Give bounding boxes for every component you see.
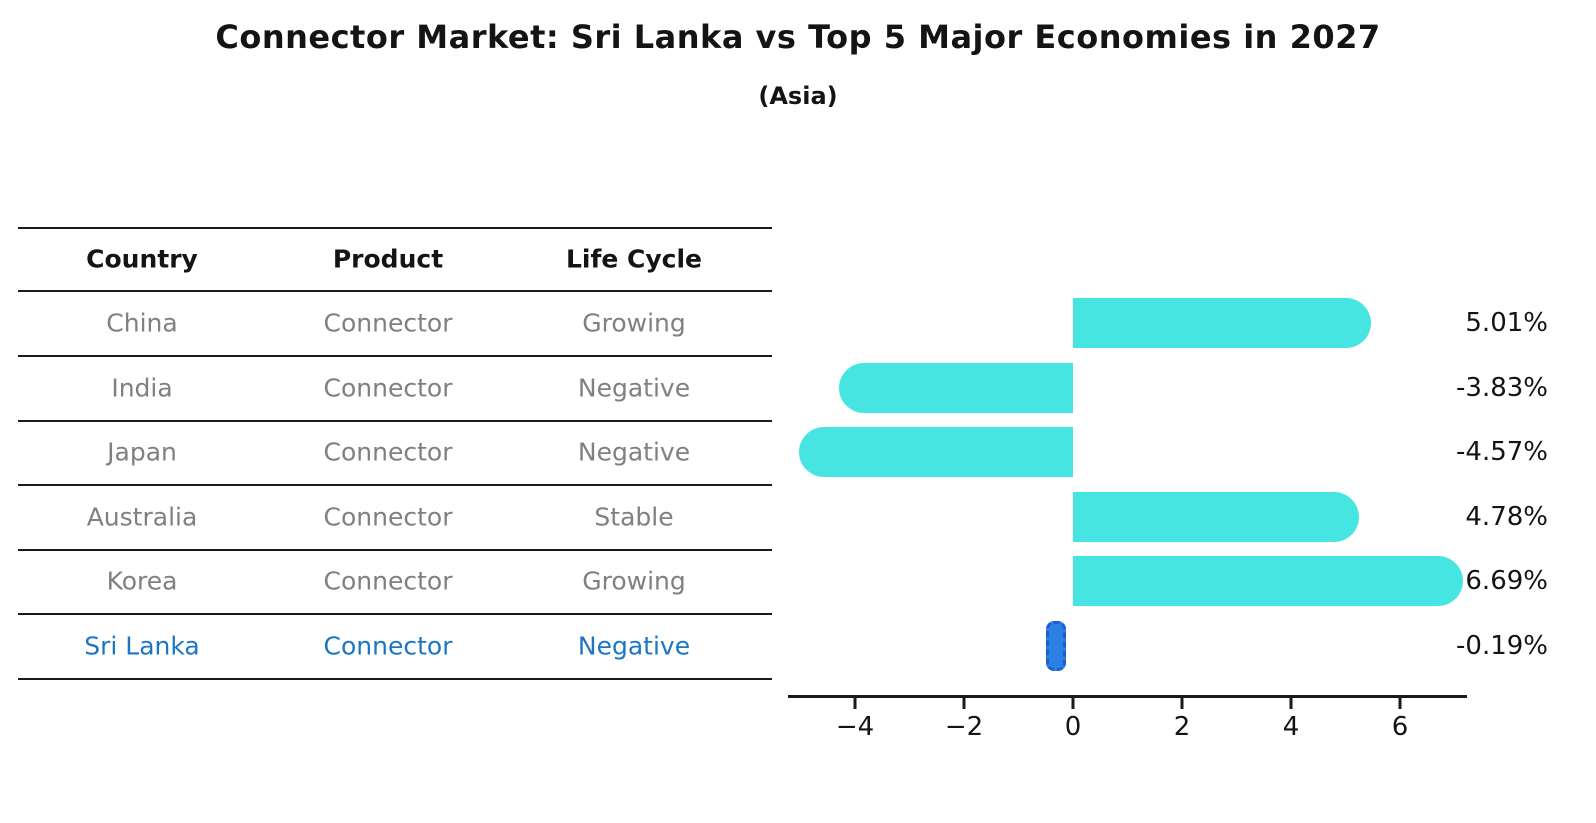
- x-axis-tick-label-2: 2: [1173, 712, 1191, 742]
- table-cell-australia-life-cycle: Stable: [594, 502, 674, 531]
- column-header-life-cycle: Life Cycle: [565, 244, 703, 273]
- x-axis-tick-label--4: −4: [835, 712, 875, 742]
- table-cell-australia-product: Connector: [323, 502, 453, 531]
- table-cell-australia-country: Australia: [86, 502, 198, 531]
- x-axis-tick-label-6: 6: [1391, 712, 1409, 742]
- x-axis-tick-6: [1398, 698, 1402, 709]
- column-header-product: Product: [332, 244, 444, 273]
- value-label-china: 5.01%: [1465, 307, 1548, 338]
- bar-india: [839, 362, 1073, 413]
- bar-china: [1073, 297, 1372, 348]
- column-header-country: Country: [86, 244, 198, 273]
- x-axis-tick-2: [1180, 698, 1184, 709]
- x-axis-tick-4: [1289, 698, 1293, 709]
- table-cell-korea-country: Korea: [106, 566, 178, 596]
- chart-subtitle: (Asia): [758, 82, 838, 110]
- bar-japan: [798, 427, 1073, 477]
- table-cell-korea-life-cycle: Growing: [582, 566, 686, 596]
- x-axis-line: [788, 695, 1467, 698]
- table-cell-sri-lanka-life-cycle: Negative: [577, 631, 691, 660]
- table-cell-india-country: India: [111, 373, 173, 402]
- value-label-australia: 4.78%: [1465, 501, 1548, 532]
- table-row-divider: [18, 355, 772, 357]
- bar-australia: [1073, 491, 1359, 542]
- table-row-divider: [18, 290, 772, 292]
- chart-title: Connector Market: Sri Lanka vs Top 5 Maj…: [215, 18, 1381, 56]
- value-label-japan: -4.57%: [1456, 437, 1548, 467]
- x-axis-tick-0: [1071, 698, 1075, 709]
- table-cell-sri-lanka-country: Sri Lanka: [84, 631, 200, 660]
- table-row-divider: [18, 549, 772, 551]
- x-axis-tick-label--2: −2: [944, 712, 984, 742]
- table-cell-india-product: Connector: [323, 373, 453, 402]
- table-cell-japan-life-cycle: Negative: [577, 437, 691, 467]
- table-top-border: [18, 227, 772, 229]
- table-cell-sri-lanka-product: Connector: [323, 631, 453, 660]
- table-row-divider: [18, 613, 772, 615]
- table-cell-china-country: China: [106, 308, 178, 337]
- x-axis-tick-label-0: 0: [1064, 712, 1082, 742]
- table-cell-china-product: Connector: [323, 308, 453, 337]
- table-cell-japan-product: Connector: [323, 437, 453, 467]
- bar-sri-lanka: [1045, 620, 1066, 671]
- table-cell-india-life-cycle: Negative: [577, 373, 691, 402]
- x-axis-tick--2: [962, 698, 966, 709]
- bar-korea: [1073, 556, 1463, 606]
- table-cell-china-life-cycle: Growing: [582, 308, 686, 337]
- table-cell-japan-country: Japan: [107, 437, 177, 467]
- table-row-divider: [18, 420, 772, 422]
- table-cell-korea-product: Connector: [323, 566, 453, 596]
- value-label-sri-lanka: -0.19%: [1456, 630, 1548, 661]
- table-row-divider: [18, 484, 772, 486]
- value-label-india: -3.83%: [1456, 372, 1548, 403]
- x-axis-tick-label-4: 4: [1282, 712, 1300, 742]
- x-axis-tick--4: [853, 698, 857, 709]
- table-bottom-border: [18, 678, 772, 680]
- value-label-korea: 6.69%: [1465, 566, 1548, 596]
